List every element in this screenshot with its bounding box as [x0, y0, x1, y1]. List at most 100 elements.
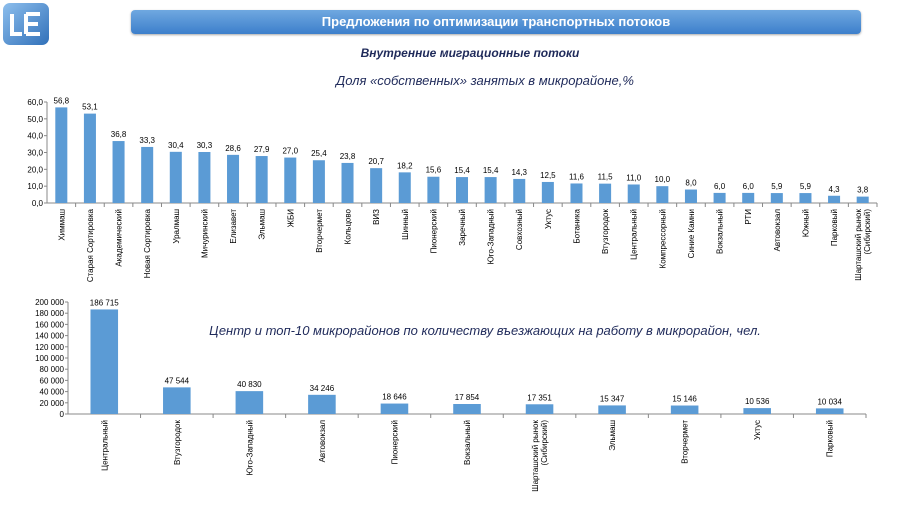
chart1-category-label: Вторчермет — [315, 209, 324, 253]
chart1-bar — [55, 107, 68, 203]
chart1-category-label: Вокзальный — [716, 209, 725, 254]
chart1-bar — [828, 195, 841, 203]
chart1-data-label: 12,5 — [540, 171, 556, 180]
chart2-data-label: 15 146 — [672, 395, 697, 404]
chart1-category-label: Втузгородок — [601, 209, 610, 255]
category-label-line: Автовокзал — [318, 420, 327, 463]
chart1-y-tick-label: 60,0 — [27, 98, 43, 107]
chart1-bar — [198, 151, 211, 203]
chart1-bar — [856, 196, 869, 203]
chart1-category-label: Южный — [801, 209, 810, 237]
chart1-category-label: Уктус — [544, 209, 553, 229]
header-bar: Предложения по оптимизации транспортных … — [131, 10, 861, 34]
chart1-bar — [227, 154, 240, 203]
category-label-line: Уктус — [544, 209, 553, 229]
chart1-bar — [799, 193, 812, 203]
chart2-bar — [308, 394, 336, 414]
category-label-line: Эльмаш — [608, 420, 617, 451]
chart1-bar — [427, 176, 440, 203]
category-label-line: Елизавет — [229, 209, 238, 244]
category-label-line: Втузгородок — [601, 209, 610, 255]
category-label-line: Синие Камни — [687, 209, 696, 258]
category-label-line: Автовокзал — [773, 209, 782, 252]
chart1-category-label: ВИЗ — [372, 209, 381, 225]
chart1-data-label: 33,3 — [139, 136, 155, 145]
chart1-data-label: 6,0 — [743, 182, 755, 191]
chart1-category-label: Юго-Западный — [487, 209, 496, 264]
chart1-bar — [484, 177, 497, 203]
category-label-line: Вторчермет — [681, 420, 690, 464]
chart1-category-label: Уралмаш — [172, 209, 181, 244]
chart1-bar — [599, 183, 612, 203]
chart2-data-label: 18 646 — [382, 393, 407, 402]
category-label-line: ЖБИ — [286, 209, 295, 228]
category-label-line: Центральный — [630, 209, 639, 260]
chart1-bar — [513, 178, 526, 203]
chart2-y-tick-label: 120 000 — [35, 343, 64, 352]
category-label-line: Вокзальный — [716, 209, 725, 254]
chart2-category-label: Шарташский рынок(Сибирский) — [531, 420, 549, 492]
chart1-bar — [656, 186, 669, 203]
chart1-bar — [570, 183, 583, 203]
category-label-line: (Сибирский) — [540, 420, 549, 466]
chart1-data-label: 15,6 — [426, 166, 442, 175]
chart2-category-label: Эльмаш — [608, 420, 617, 451]
chart1-data-label: 28,6 — [225, 144, 241, 153]
category-label-line: Заречный — [458, 209, 467, 246]
header-title: Предложения по оптимизации транспортных … — [321, 14, 671, 29]
category-label-line: Втузгородок — [173, 420, 182, 466]
category-label-line: Компрессорный — [658, 209, 667, 268]
chart2-y-tick-label: 200 000 — [35, 298, 64, 307]
chart1-data-label: 25,4 — [311, 149, 327, 158]
chart1-category-label: Мичуринский — [200, 209, 209, 258]
category-label-line: Уктус — [753, 420, 762, 440]
category-label-line: Парковый — [830, 209, 839, 246]
category-label-line: Пионерский — [390, 420, 399, 464]
chart1-bar — [398, 172, 411, 203]
chart2-data-label: 15 347 — [600, 394, 625, 403]
chart2-y-tick-label: 40 000 — [40, 388, 65, 397]
chart1-category-label: Новая Сортировка — [143, 208, 152, 278]
chart1-bar — [627, 184, 640, 203]
chart1-data-label: 15,4 — [454, 166, 470, 175]
chart1-bar — [83, 113, 96, 203]
chart1-data-label: 36,8 — [111, 130, 127, 139]
chart1-bar — [541, 181, 554, 203]
chart2-y-tick-label: 60 000 — [40, 376, 65, 385]
chart2-data-label: 47 544 — [165, 376, 190, 385]
chart2-bar — [743, 408, 771, 414]
chart1-bar — [312, 160, 325, 203]
category-label-line: Юго-Западный — [245, 420, 254, 475]
category-label-line: Центральный — [100, 420, 109, 471]
category-label-line: Вторчермет — [315, 209, 324, 253]
chart1-data-label: 27,9 — [254, 145, 270, 154]
chart2-category-label: Автовокзал — [318, 420, 327, 463]
chart1-bar — [255, 156, 268, 203]
chart2-bar — [380, 403, 409, 414]
chart2-y-tick-label: 140 000 — [35, 332, 64, 341]
chart1-category-label: Шарташский рынок(Сибирский) — [854, 209, 872, 281]
chart1-y-tick-label: 10,0 — [27, 182, 43, 191]
category-label-line: Новая Сортировка — [143, 208, 152, 278]
chart2-category-label: Парковый — [826, 420, 835, 457]
chart1-data-label: 4,3 — [829, 185, 841, 194]
category-label-line: Вокзальный — [463, 420, 472, 465]
logo-icon — [1, 1, 51, 47]
chart2-category-label: Центральный — [100, 420, 109, 471]
category-label-line: Совхозный — [515, 209, 524, 250]
chart1-category-label: Химмаш — [57, 209, 66, 241]
category-label-line: Кольцово — [344, 208, 353, 244]
chart2-data-label: 186 715 — [90, 298, 119, 307]
chart1-category-label: ЖБИ — [286, 209, 295, 228]
chart1-category-label: Академический — [115, 209, 124, 267]
chart1-bar — [713, 192, 726, 203]
chart1-data-label: 10,0 — [655, 175, 671, 184]
chart2-data-label: 17 854 — [455, 393, 480, 402]
chart2-y-tick-label: 160 000 — [35, 320, 64, 329]
category-label-line: Уралмаш — [172, 209, 181, 244]
chart2-category-label: Уктус — [753, 420, 762, 440]
chart2-category-label: Пионерский — [390, 420, 399, 464]
chart2-category-label: Втузгородок — [173, 420, 182, 466]
chart2-data-label: 17 351 — [527, 393, 552, 402]
